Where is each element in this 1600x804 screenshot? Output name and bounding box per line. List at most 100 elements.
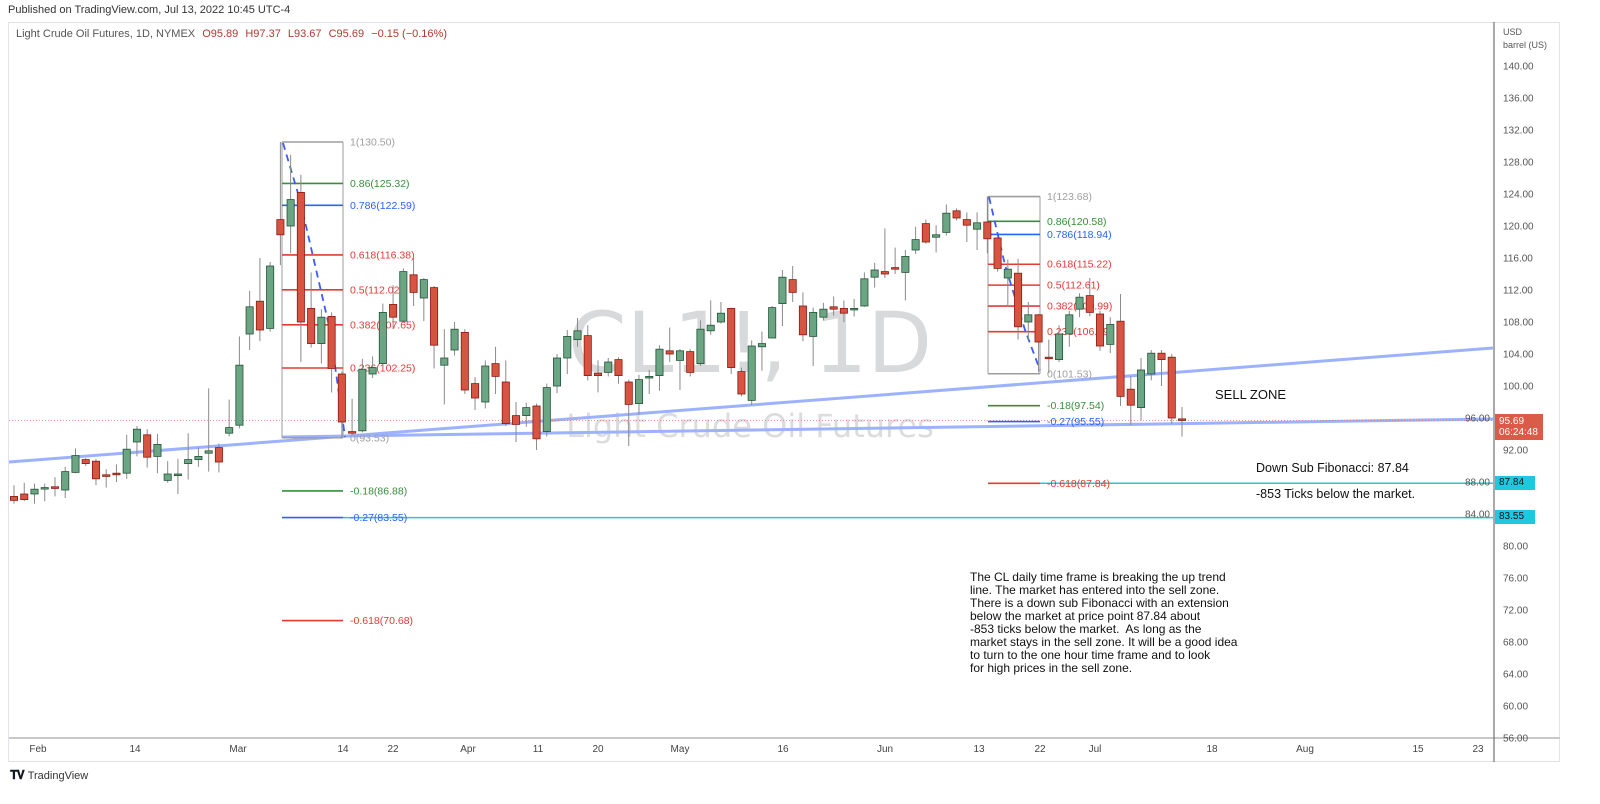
candle-up[interactable] xyxy=(368,356,377,378)
candle-up[interactable] xyxy=(932,225,941,253)
candle-down[interactable] xyxy=(112,464,121,482)
candle-up[interactable] xyxy=(1065,310,1074,347)
candle-up[interactable] xyxy=(553,354,562,394)
candle-up[interactable] xyxy=(747,340,756,406)
candle-down[interactable] xyxy=(993,237,1002,272)
candle-up[interactable] xyxy=(778,270,787,326)
candle-down[interactable] xyxy=(798,292,807,342)
candle-up[interactable] xyxy=(122,434,131,479)
time-axis[interactable]: Feb 14 Mar 14 22 Apr 11 20 May 16 Jun 13 22 Jul 18 Aug 1… xyxy=(29,744,1484,755)
candle-down[interactable] xyxy=(389,285,398,330)
candle-up[interactable] xyxy=(317,309,326,364)
candle-down[interactable] xyxy=(1044,339,1053,374)
candle-down[interactable] xyxy=(1157,350,1166,386)
candle-down[interactable] xyxy=(91,458,100,486)
uptrend-line[interactable] xyxy=(9,346,1493,464)
candle-up[interactable] xyxy=(634,374,643,415)
candle-down[interactable] xyxy=(143,429,152,468)
candle-up[interactable] xyxy=(399,268,408,323)
candle-down[interactable] xyxy=(829,296,838,316)
candle-down[interactable] xyxy=(880,228,889,278)
candle-down[interactable] xyxy=(276,142,285,266)
candle-up[interactable] xyxy=(870,262,879,288)
candle-down[interactable] xyxy=(1096,310,1105,351)
candle-up[interactable] xyxy=(163,461,172,483)
candle-down[interactable] xyxy=(983,196,992,254)
candle-up[interactable] xyxy=(266,262,275,332)
candle-up[interactable] xyxy=(901,250,910,301)
candle-up[interactable] xyxy=(604,358,613,377)
candle-up[interactable] xyxy=(378,303,387,367)
candle-down[interactable] xyxy=(1126,376,1135,426)
candle-down[interactable] xyxy=(348,398,357,435)
candle-down[interactable] xyxy=(921,219,930,244)
candle-up[interactable] xyxy=(40,483,49,502)
candle-down[interactable] xyxy=(665,327,674,362)
candle-down[interactable] xyxy=(81,458,90,466)
candle-up[interactable] xyxy=(71,448,80,474)
candle-down[interactable] xyxy=(327,312,336,393)
candle-down[interactable] xyxy=(839,300,848,322)
tradingview-logo[interactable]: 𝐓𝐕 TradingView xyxy=(10,768,88,783)
candle-up[interactable] xyxy=(942,204,951,236)
support-trend-line[interactable] xyxy=(281,417,1493,439)
candle-up[interactable] xyxy=(809,307,818,366)
candle-up[interactable] xyxy=(645,370,654,394)
candle-up[interactable] xyxy=(132,426,141,457)
candle-up[interactable] xyxy=(563,330,572,374)
candle-up[interactable] xyxy=(768,306,777,339)
price-axis[interactable]: 140.00 136.00 132.00 128.00 124.00 120.00 116.… xyxy=(1465,62,1534,745)
candle-up[interactable] xyxy=(225,399,234,437)
candle-down[interactable] xyxy=(737,367,746,397)
candle-up[interactable] xyxy=(1147,350,1156,381)
candle-down[interactable] xyxy=(1178,407,1187,437)
candle-down[interactable] xyxy=(471,377,480,410)
candle-down[interactable] xyxy=(1116,294,1125,406)
candle-down[interactable] xyxy=(624,379,633,446)
candle-up[interactable] xyxy=(1106,317,1115,354)
fib-retracement[interactable]: 1(123.68) 0.86(120.58)0.786(118.94) 0.618(… xyxy=(987,191,1112,490)
candle-up[interactable] xyxy=(61,466,70,498)
candle-up[interactable] xyxy=(204,388,213,472)
candle-down[interactable] xyxy=(891,247,900,274)
candle-down[interactable] xyxy=(337,371,346,438)
candle-up[interactable] xyxy=(450,322,459,356)
candle-up[interactable] xyxy=(911,226,920,254)
candle-up[interactable] xyxy=(1137,358,1146,421)
candle-down[interactable] xyxy=(962,212,971,242)
candle-down[interactable] xyxy=(594,360,603,393)
candle-up[interactable] xyxy=(819,302,828,321)
candle-up[interactable] xyxy=(245,290,254,350)
candle-down[interactable] xyxy=(50,477,59,497)
candle-down[interactable] xyxy=(296,174,305,362)
candle-down[interactable] xyxy=(788,266,797,302)
candle-down[interactable] xyxy=(501,360,510,426)
candle-down[interactable] xyxy=(952,208,961,221)
candle-up[interactable] xyxy=(522,402,531,427)
candle-down[interactable] xyxy=(20,482,29,502)
candle-down[interactable] xyxy=(1167,354,1176,424)
candle-up[interactable] xyxy=(696,320,705,366)
candle-down[interactable] xyxy=(460,329,469,394)
candle-down[interactable] xyxy=(1014,258,1023,340)
candle-down[interactable] xyxy=(214,443,223,473)
candle-up[interactable] xyxy=(286,154,295,254)
candle-up[interactable] xyxy=(358,358,367,433)
candle-up[interactable] xyxy=(184,433,193,480)
candle-down[interactable] xyxy=(727,307,736,374)
candle-down[interactable] xyxy=(512,402,521,442)
candle-up[interactable] xyxy=(573,318,582,347)
candle-up[interactable] xyxy=(1003,259,1012,307)
candle-down[interactable] xyxy=(409,258,418,306)
candle-up[interactable] xyxy=(1075,293,1084,318)
candle-down[interactable] xyxy=(255,258,264,342)
candle-up[interactable] xyxy=(675,349,684,390)
candle-up[interactable] xyxy=(153,434,162,474)
candle-down[interactable] xyxy=(307,272,316,348)
candle-down[interactable] xyxy=(1034,314,1043,373)
sell-zone-label[interactable]: SELL ZONE xyxy=(1215,387,1287,402)
candle-down[interactable] xyxy=(532,403,541,450)
candle-up[interactable] xyxy=(30,483,39,504)
candle-down[interactable] xyxy=(583,325,592,381)
